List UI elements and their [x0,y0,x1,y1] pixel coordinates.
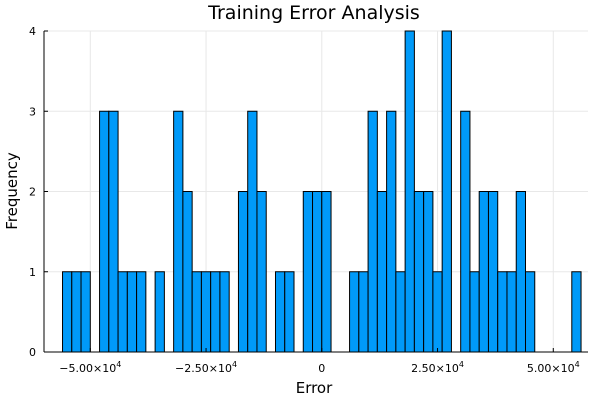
y-axis-label: Frequency [3,152,21,230]
histogram-bar [386,110,397,353]
histogram-bar [126,271,138,353]
histogram-bar [395,271,406,353]
histogram-bar [524,271,536,353]
histogram-bar [284,271,295,353]
histogram-bar [469,271,480,353]
histogram-bar [302,191,314,353]
histogram-bar [404,30,415,353]
x-tick-mantissa: 5.00×10 [527,362,575,375]
histogram-bar [413,191,425,353]
histogram-bar [367,110,378,353]
y-tick-label: 0 [29,346,36,359]
x-tick-label: 2.50×104 [411,360,464,375]
histogram-bar [487,191,499,353]
x-tick-label: 5.00×104 [527,360,580,375]
histogram-bar [173,110,184,353]
histogram-bar [515,191,526,353]
histogram-bar [62,271,73,353]
chart-title: Training Error Analysis [207,2,420,24]
histogram-bar [312,191,323,353]
histogram-bar [182,191,193,353]
y-tick-label: 1 [29,266,36,279]
histogram-bar [571,271,582,353]
x-tick-mantissa: −5.00×10 [59,362,116,375]
x-tick-mantissa: −2.50×10 [175,362,232,375]
histogram-bar [200,271,212,353]
histogram-bar [274,271,286,353]
x-axis-label: Error [296,379,333,397]
histogram-bar [358,271,369,353]
histogram-bar [376,191,388,353]
histogram-bar [136,271,147,353]
x-tick-mantissa: 0 [318,362,325,375]
histogram-bar [423,191,434,353]
histogram-bar [71,271,82,353]
histogram-bar [219,271,230,353]
histogram-bar [237,191,249,353]
x-tick-exponent: 4 [232,360,237,369]
histogram-bar [432,271,443,353]
histogram-bar [460,110,471,353]
histogram-bar [256,191,267,353]
histogram-bar [247,110,258,353]
histogram-bar [441,30,452,353]
histogram-bar [80,271,91,353]
histogram-bar [99,110,110,353]
x-tick-label: 0 [318,362,325,375]
histogram-bar [117,271,128,353]
y-axis-ticks: 0 1 2 3 4 [29,25,48,359]
histogram-bar [497,271,508,353]
x-tick-exponent: 4 [116,360,121,369]
histogram-bar [108,110,119,353]
y-tick-label: 4 [29,25,36,38]
x-axis-ticks: −5.00×104 −2.50×104 0 2.50×104 5.00×104 [59,348,580,375]
y-tick-label: 2 [29,186,36,199]
y-tick-label: 3 [29,105,36,118]
x-tick-exponent: 4 [459,360,464,369]
histogram-bar [321,191,332,353]
x-tick-label: −2.50×104 [175,360,237,375]
histogram-bar [154,271,165,353]
histogram-bar [478,191,489,353]
histogram-bar [506,271,517,353]
histogram-bar [191,271,202,353]
histogram-bar [349,271,360,353]
x-tick-mantissa: 2.50×10 [411,362,459,375]
histogram-bar [210,271,221,353]
x-tick-label: −5.00×104 [59,360,121,375]
x-tick-exponent: 4 [575,360,580,369]
